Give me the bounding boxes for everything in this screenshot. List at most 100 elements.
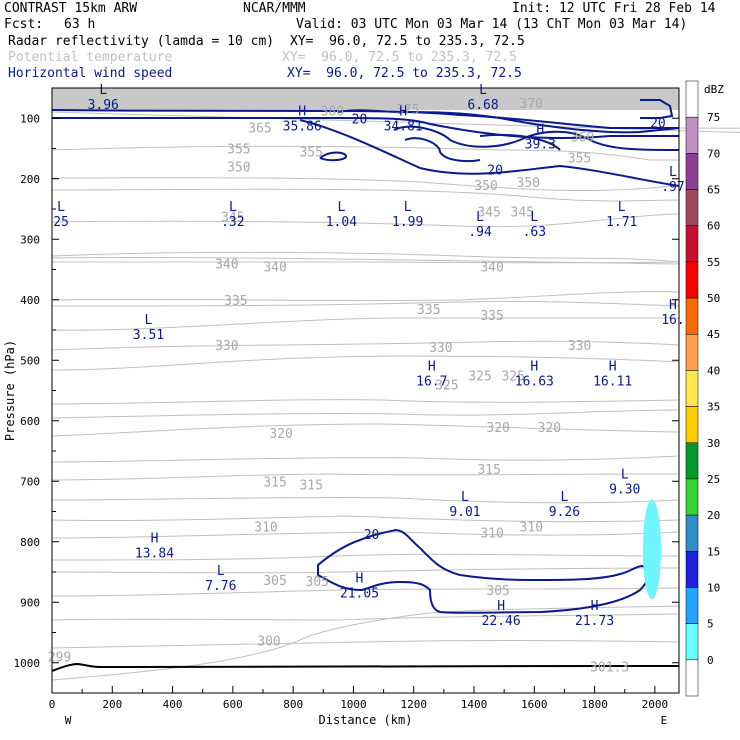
theta-contour-label: 350: [227, 161, 250, 176]
x-tick-label: 1400: [461, 698, 488, 711]
x-tick-label: 600: [223, 698, 243, 711]
theta-contour-label: 330: [429, 341, 452, 356]
wind-extremum-marker: L: [561, 490, 569, 505]
y-tick-label: 400: [20, 294, 40, 307]
theta-contour-label: 305: [486, 584, 509, 599]
colorbar-swatch: [685, 189, 699, 226]
colorbar-swatch: [685, 370, 699, 407]
theta-contour-label: 380: [321, 104, 344, 119]
colorbar-swatch: [685, 623, 699, 661]
ground-surface-line: [51, 662, 679, 672]
wind-extremum-value: 1.71: [606, 215, 637, 230]
chart-labels: 355 355 350 350 350 355 345 345 345 340 340 340 335 3…: [48, 83, 685, 675]
theta-contour-label: 335: [224, 294, 247, 309]
x-axis-east-label: E: [661, 714, 668, 727]
wind-extremum-marker: L: [618, 200, 626, 215]
x-axis-west-label: W: [65, 714, 72, 727]
colorbar-level-label: 35: [707, 401, 720, 414]
colorbar-swatch: [685, 225, 699, 263]
theta-contour-label: 305: [263, 574, 286, 589]
y-tick-label: 900: [20, 596, 40, 609]
theta-contour-label: 335: [480, 309, 503, 324]
colorbar-level-label: 60: [707, 220, 720, 233]
theta-contour-label: 301.3: [590, 660, 629, 675]
wind-extremum-marker: H: [428, 360, 436, 375]
colorbar-swatch: [685, 297, 699, 335]
theta-contour-label: 350: [517, 176, 540, 191]
wind-extremum-marker: L: [476, 210, 484, 225]
y-axis-title: Pressure (hPa): [3, 340, 17, 441]
colorbar-level-label: 20: [707, 509, 720, 522]
colorbar-swatch: [685, 406, 699, 444]
colorbar-level-label: 65: [707, 184, 720, 197]
colorbar-level-label: 30: [707, 437, 720, 450]
colorbar-level-label: 0: [707, 654, 714, 667]
theta-contour-label: 325: [435, 378, 458, 393]
wind-extremum-value: 3.96: [88, 98, 119, 113]
y-tick-label: 300: [20, 233, 40, 246]
wind-extremum-value: .97: [661, 180, 684, 195]
field-wind-name: Horizontal wind speed: [8, 66, 173, 81]
theta-contour-label: 340: [215, 257, 238, 272]
x-tick-label: 1600: [521, 698, 548, 711]
colorbar-swatch: [685, 80, 699, 118]
wind-extremum-value: .63: [523, 225, 546, 240]
x-tick-label: 400: [163, 698, 183, 711]
wind-extremum-marker: L: [530, 210, 538, 225]
theta-contour-label: 320: [486, 421, 509, 436]
y-tick-label: 200: [20, 173, 40, 186]
wind-extremum-value: 16.63: [515, 375, 554, 390]
theta-contour-label: 310: [520, 521, 543, 536]
theta-contour-label: 360: [571, 130, 594, 145]
reflectivity-cells: [642, 499, 661, 600]
x-tick-label: 2000: [642, 698, 669, 711]
theta-contour-label: 365: [248, 121, 271, 136]
wind-extremum-value: 16.11: [593, 375, 632, 390]
model-title: CONTRAST 15km ARW: [4, 1, 138, 16]
colorbar-swatch: [685, 261, 699, 299]
wind-extremum-marker: H: [497, 599, 505, 614]
colorbar-level-label: 50: [707, 292, 720, 305]
wind-extremum-value: 16.7: [416, 375, 447, 390]
wind-extremum-value: 16.: [661, 313, 684, 328]
theta-contour-label: 340: [263, 260, 286, 275]
wind-contour-lines: [51, 99, 680, 187]
theta-contour-label: 340: [480, 260, 503, 275]
colorbar-swatch: [685, 478, 699, 516]
theta-contour-label: 315: [477, 463, 500, 478]
wind-extremum-marker: H: [591, 599, 599, 614]
x-tick-label: 800: [283, 698, 303, 711]
field-radar-xy: XY= 96.0, 72.5 to 235.3, 72.5: [290, 34, 525, 49]
wind-extremum-value: 39.3: [525, 137, 556, 152]
wind-contour-label: 20: [650, 116, 666, 131]
colorbar-swatch: [685, 116, 699, 154]
wind-extremum-value: 7.76: [205, 579, 236, 594]
colorbar-swatch: [685, 153, 699, 190]
x-tick-label: 0: [49, 698, 56, 711]
wind-extremum-value: 1.04: [326, 215, 357, 230]
colorbar-level-label: 15: [707, 545, 720, 558]
wind-extremum-marker: L: [461, 490, 469, 505]
wind-extremum-marker: L: [621, 467, 629, 482]
theta-contour-label: 320: [538, 421, 561, 436]
theta-contour-label: 315: [263, 475, 286, 490]
theta-contour-label: 310: [480, 527, 503, 542]
colorbar-swatch: [685, 551, 699, 588]
colorbar-level-label: 40: [707, 364, 720, 377]
theta-contour-label: 299: [48, 651, 71, 666]
wind-extremum-marker: L: [669, 165, 677, 180]
field-wind-xy: XY= 96.0, 72.5 to 235.3, 72.5: [287, 66, 522, 81]
x-tick-label: 1200: [400, 698, 427, 711]
theta-contour-label: 355: [568, 152, 591, 167]
theta-contour-label: 355: [227, 143, 250, 158]
wind-extremum-value: 34.81: [384, 119, 423, 134]
theta-contour-label: 325: [468, 369, 491, 384]
colorbar-level-label: 45: [707, 328, 720, 341]
theta-contour-label: 370: [520, 97, 543, 112]
y-tick-label: 1000: [14, 657, 41, 670]
init-time: Init: 12 UTC Fri 28 Feb 14: [512, 1, 716, 16]
wind-extremum-value: 6.68: [467, 98, 498, 113]
wind-contour-label: 20: [352, 112, 368, 127]
wind-extremum-marker: L: [229, 200, 237, 215]
